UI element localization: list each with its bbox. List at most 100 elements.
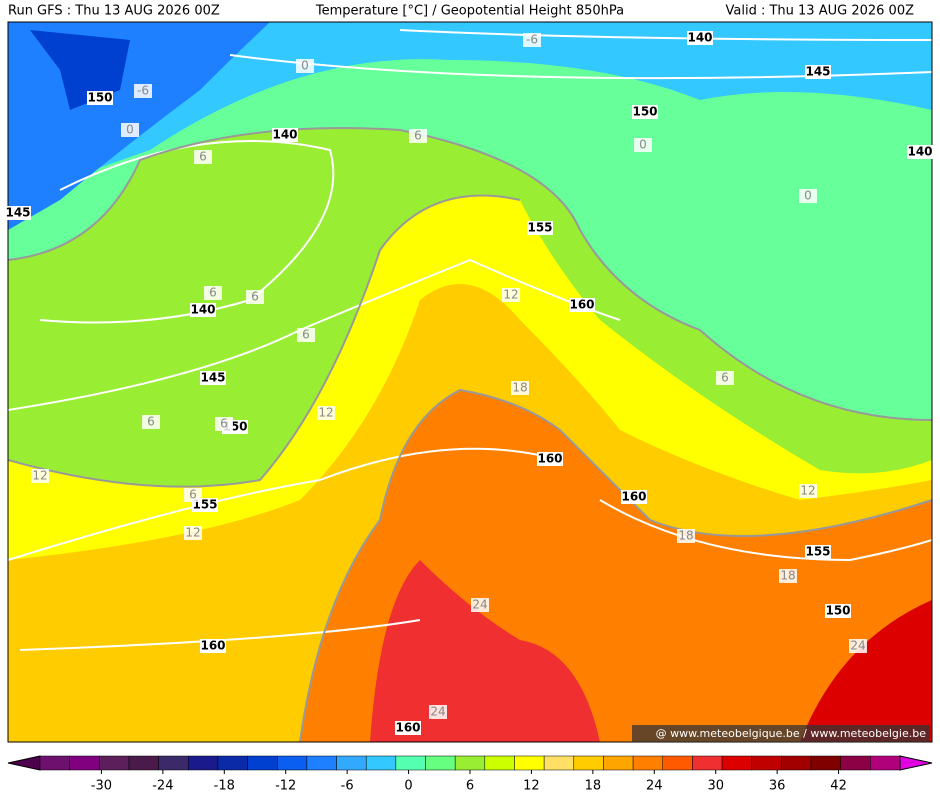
temperature-label-bg xyxy=(194,150,212,164)
watermark-bg xyxy=(632,725,930,742)
colorbar-tick-label: -30 xyxy=(91,779,112,794)
height-label: 145 xyxy=(805,65,830,79)
temperature-label-bg xyxy=(799,484,817,498)
temperature-label-bg xyxy=(142,415,160,429)
colorbar-swatch xyxy=(543,755,575,771)
colorbar-swatch xyxy=(276,755,308,771)
colorbar-swatch xyxy=(336,755,367,771)
colorbar-tick-label: -12 xyxy=(275,779,296,794)
temperature-label: 12 xyxy=(32,469,47,483)
temperature-label: 6 xyxy=(147,415,155,429)
colorbar-swatch xyxy=(573,755,604,771)
height-label-bg xyxy=(805,545,831,559)
temperature-label: 12 xyxy=(185,526,200,540)
colorbar-swatch xyxy=(69,755,100,771)
height-label-bg xyxy=(190,303,216,317)
colorbar-tick-label: 42 xyxy=(830,779,847,794)
temperature-label-bg xyxy=(523,33,541,47)
colorbar-tick-label: 24 xyxy=(646,779,663,794)
temperature-label-bg xyxy=(215,417,233,431)
temperature-label: 12 xyxy=(800,484,815,498)
valid-label: Valid : Thu 13 AUG 2026 00Z xyxy=(726,4,915,19)
map-area xyxy=(8,22,932,742)
temperature-label-bg xyxy=(317,406,335,420)
height-label-bg xyxy=(537,452,563,466)
temperature-label-bg xyxy=(297,328,315,342)
height-label: 145 xyxy=(5,206,30,220)
temperature-label-bg xyxy=(634,138,652,152)
colorbar-tick-label: -24 xyxy=(152,779,173,794)
temperature-label-bg xyxy=(502,288,520,302)
temperature-label-bg xyxy=(31,469,49,483)
height-label-bg xyxy=(200,639,226,653)
height-label: 145 xyxy=(200,371,225,385)
temperature-label: 6 xyxy=(209,286,217,300)
cold-zone xyxy=(8,22,932,200)
cold-zone xyxy=(30,30,130,110)
colorbar-tick-label: 0 xyxy=(404,779,412,794)
height-label: 160 xyxy=(621,490,646,504)
temperature-label: 24 xyxy=(430,705,445,719)
colorbar-tick-label: 36 xyxy=(769,779,786,794)
map-title: Temperature [°C] / Geopotential Height 8… xyxy=(315,4,624,19)
colorbar-swatch xyxy=(781,755,812,771)
height-label: 160 xyxy=(569,298,594,312)
height-label-bg xyxy=(569,298,595,312)
temperature-label: 6 xyxy=(251,290,259,304)
temperature-label-bg xyxy=(799,189,817,203)
temperature-label: -6 xyxy=(526,33,538,47)
colorbar-swatch xyxy=(484,755,515,771)
height-label: 140 xyxy=(272,128,297,142)
temperature-label: 0 xyxy=(126,123,134,137)
height-label: 150 xyxy=(825,604,850,618)
height-label: 140 xyxy=(687,31,712,45)
height-label-bg xyxy=(200,371,226,385)
temperature-label: 0 xyxy=(804,189,812,203)
colorbar-swatch xyxy=(840,755,871,771)
height-label-bg xyxy=(907,145,933,159)
temperature-label: 12 xyxy=(318,406,333,420)
height-label-bg xyxy=(805,65,831,79)
colorbar-tick-label: 12 xyxy=(523,779,540,794)
colorbar-swatch xyxy=(365,755,397,771)
colorbar-swatch xyxy=(721,755,752,771)
temperature-label-bg xyxy=(677,529,695,543)
temperature-label: 6 xyxy=(220,417,228,431)
colorbar-swatch xyxy=(158,755,189,771)
colorbar-tick-label: -6 xyxy=(341,779,354,794)
temperature-label-bg xyxy=(134,84,152,98)
colorbar-swatch xyxy=(217,755,248,771)
colorbar-swatch xyxy=(39,755,70,771)
temperature-label-bg xyxy=(184,526,202,540)
colorbar-swatch xyxy=(395,755,426,771)
watermark: @ www.meteobelgique.be / www.meteobelgie… xyxy=(656,727,927,740)
temperature-label-bg xyxy=(779,569,797,583)
colorbar-swatch xyxy=(128,755,159,771)
height-label: 160 xyxy=(395,721,420,735)
height-label-bg xyxy=(632,105,658,119)
map-frame xyxy=(7,21,933,743)
colorbar-swatch xyxy=(425,755,456,771)
temperature-contours xyxy=(8,127,932,742)
temperature-label: 6 xyxy=(414,129,422,143)
height-label: 155 xyxy=(805,545,830,559)
colorbar-tick-label: 18 xyxy=(585,779,602,794)
height-label: 160 xyxy=(537,452,562,466)
temperature-label: 6 xyxy=(302,328,310,342)
temperature-label-bg xyxy=(409,129,427,143)
colorbar-swatch xyxy=(454,755,486,771)
colorbar-swatch xyxy=(662,755,693,771)
height-label: 140 xyxy=(907,145,932,159)
temperature-label: 6 xyxy=(199,150,207,164)
run-label: Run GFS : Thu 13 AUG 2026 00Z xyxy=(8,4,220,19)
colorbar-tick-label: 30 xyxy=(707,779,724,794)
height-label-bg xyxy=(687,31,713,45)
colorbar-end xyxy=(7,755,41,771)
height-label: 150 xyxy=(632,105,657,119)
temperature-label-bg xyxy=(511,381,529,395)
temperature-label-bg xyxy=(471,598,489,612)
temperature-label: 6 xyxy=(189,488,197,502)
hot-zone xyxy=(800,600,932,742)
temperature-label: 0 xyxy=(301,59,309,73)
